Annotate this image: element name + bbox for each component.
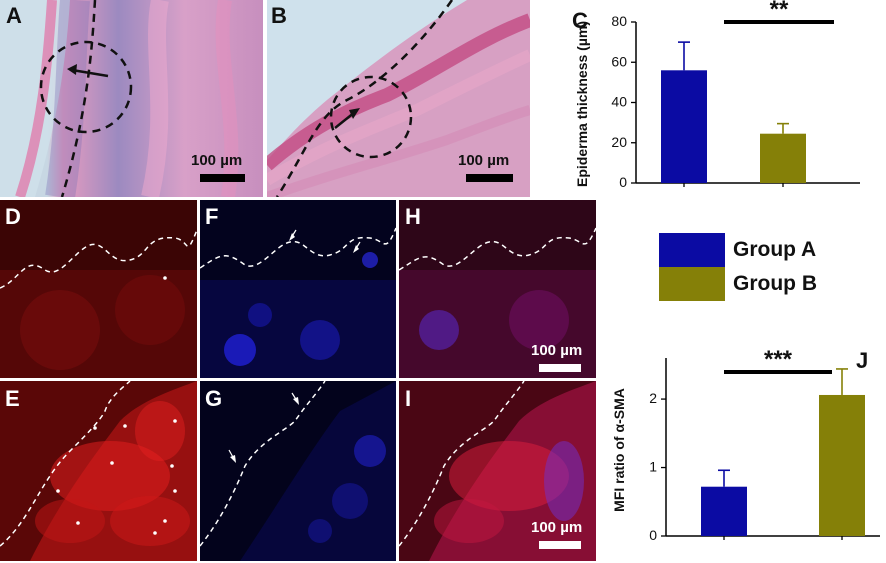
- scale-text-b: 100 µm: [458, 152, 510, 169]
- panel-h-merged: H 100 µm: [399, 200, 596, 378]
- panel-b-image: [267, 0, 530, 197]
- scale-text-i: 100 µm: [531, 519, 583, 536]
- bar-group-b: [819, 394, 865, 536]
- panel-label-f: F: [205, 204, 219, 229]
- significance-label: **: [770, 0, 789, 23]
- scale-text-a: 100 µm: [191, 152, 243, 169]
- panel-label-e: E: [5, 386, 20, 411]
- panel-g-fluorescence: G: [200, 381, 396, 561]
- chart-c-svg: 0 20 40 60 80 ** Epiderma thickness (µm): [574, 0, 860, 190]
- y-tick-label: 20: [611, 134, 627, 150]
- panel-label-a: A: [6, 3, 22, 28]
- panel-label-j: J: [856, 348, 869, 373]
- legend-swatch-group-b: [659, 267, 725, 301]
- legend-item-group-b: Group B: [659, 267, 817, 301]
- panel-a-image: [0, 0, 263, 197]
- legend-swatch-group-a: [659, 233, 725, 267]
- scale-text-h: 100 µm: [531, 342, 583, 359]
- significance-label: ***: [764, 346, 793, 373]
- y-tick-label: 1: [649, 459, 657, 475]
- panel-f-fluorescence: F: [200, 200, 396, 378]
- chart-c: C 0 20 40 60 80 ** Epiderma thickness (µm): [560, 0, 886, 200]
- panel-d-fluorescence: D: [0, 200, 197, 378]
- panel-g-image: [200, 381, 396, 561]
- bar-group-a: [701, 486, 747, 536]
- panel-h-image: [399, 200, 596, 378]
- panel-label-c: C: [572, 8, 588, 33]
- y-tick-label: 60: [611, 53, 627, 69]
- scale-bar-i: [539, 541, 581, 549]
- panel-label-b: B: [271, 3, 287, 28]
- panel-i-merged: I 100 µm: [399, 381, 596, 561]
- panel-i-image: [399, 381, 596, 561]
- y-axis-label: Epiderma thickness (µm): [574, 21, 590, 187]
- panel-e-image: [0, 381, 197, 561]
- y-tick-label: 2: [649, 390, 657, 406]
- panel-label-g: G: [205, 386, 223, 411]
- scale-bar-h: [539, 364, 581, 372]
- y-axis-label: MFI ratio of α-SMA: [611, 388, 627, 512]
- y-tick-label: 40: [611, 94, 627, 110]
- panel-b-histology: B 100 µm: [267, 0, 530, 197]
- panel-label-d: D: [5, 204, 21, 229]
- y-tick-label: 80: [611, 13, 627, 29]
- panel-a-histology: A 100 µm: [0, 0, 263, 197]
- y-tick-label: 0: [649, 527, 657, 543]
- panel-label-h: H: [405, 204, 421, 229]
- bar-group-a: [661, 70, 707, 183]
- panel-d-image: [0, 200, 197, 378]
- panel-f-image: [200, 200, 396, 378]
- y-tick-label: 0: [619, 174, 627, 190]
- legend-label-group-b: Group B: [733, 272, 817, 295]
- panel-label-i: I: [405, 386, 412, 411]
- chart-j-svg: 0 1 2 *** MFI ratio of α-SMA: [611, 346, 880, 543]
- scale-bar-a: [200, 174, 245, 182]
- scale-bar-b: [466, 174, 513, 182]
- legend-label-group-a: Group A: [733, 238, 817, 261]
- panel-e-fluorescence: E: [0, 381, 197, 561]
- bar-group-b: [760, 133, 806, 183]
- chart-j: J 0 1 2 *** MFI ratio of α-SMA: [600, 340, 886, 563]
- legend-item-group-a: Group A: [659, 233, 816, 267]
